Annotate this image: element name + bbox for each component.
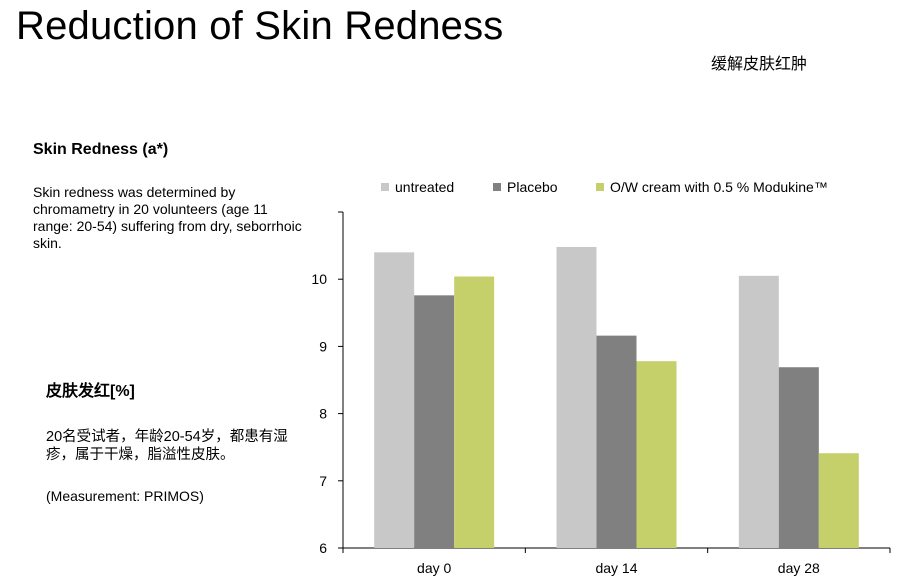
bar [374, 252, 415, 548]
y-tick-label: 8 [319, 406, 327, 422]
legend-swatch [381, 183, 389, 191]
chart-legend: untreated Placebo O/W cream with 0.5 % Mod… [381, 179, 828, 195]
y-tick-label: 6 [319, 540, 327, 556]
cn-heading: 皮肤发红[%] [46, 383, 135, 400]
section-heading: Skin Redness (a*) [33, 141, 169, 158]
bar-series [374, 246, 859, 548]
legend-label: untreated [395, 179, 454, 195]
cn-description: 20名受试者，年龄20-54岁，都患有湿疹，属于干燥，脂溢性皮肤。 [46, 429, 288, 463]
x-tick-label: day 14 [595, 560, 637, 576]
legend-swatch [493, 183, 501, 191]
bar [414, 295, 455, 548]
legend-label: Placebo [507, 179, 558, 195]
y-tick-label: 10 [311, 271, 327, 287]
bar [778, 367, 819, 548]
legend-swatch [596, 183, 604, 191]
y-tick-label: 7 [319, 473, 327, 489]
bar [738, 275, 779, 548]
measurement-note: (Measurement: PRIMOS) [46, 488, 204, 504]
y-tick-label: 9 [319, 338, 327, 354]
slide-title: Reduction of Skin Redness [16, 4, 504, 48]
x-tick-label: day 0 [417, 560, 451, 576]
bar [636, 361, 677, 548]
y-axis: 6 7 8 9 10 [311, 211, 344, 556]
bar [556, 246, 597, 548]
x-axis: day 0 day 14 day 28 [342, 547, 891, 576]
bar [596, 335, 637, 548]
x-tick-label: day 28 [778, 560, 820, 576]
legend-label: O/W cream with 0.5 % Modukine™ [610, 179, 828, 195]
bar [818, 453, 859, 548]
study-description: Skin redness was determined by chromamet… [33, 184, 302, 251]
bar [454, 276, 495, 548]
slide-subtitle-cn: 缓解皮肤红肿 [711, 56, 808, 73]
